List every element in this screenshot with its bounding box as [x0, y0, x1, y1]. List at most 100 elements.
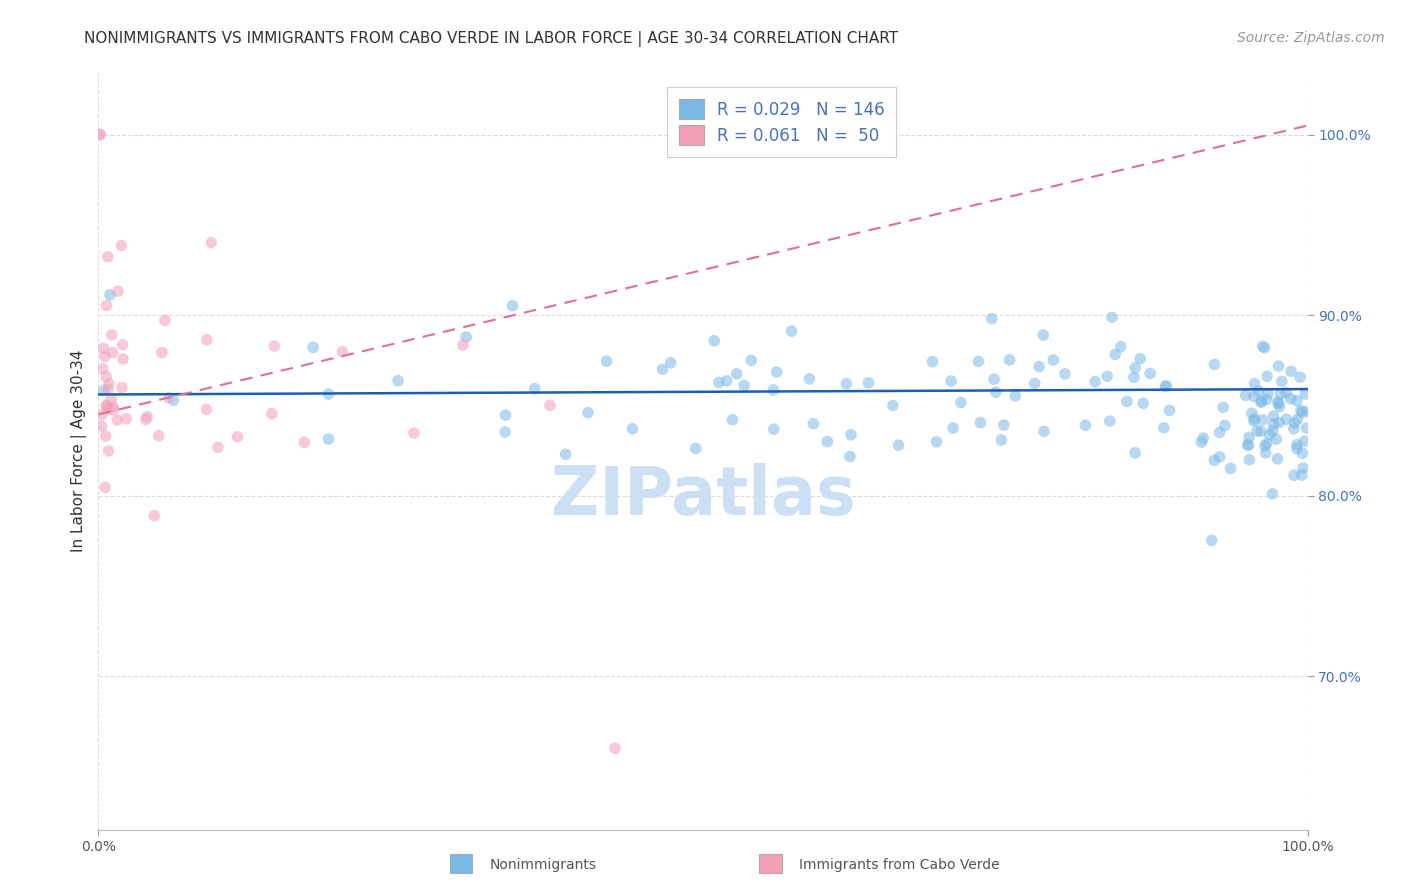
Point [1289, 370, 1312, 384]
Point [1129, 351, 1152, 366]
Text: Source: ZipAtlas.com: Source: ZipAtlas.com [1237, 31, 1385, 45]
Point [887, 438, 910, 452]
Point [1033, 425, 1056, 439]
Point [162, 393, 184, 408]
Text: NONIMMIGRANTS VS IMMIGRANTS FROM CABO VERDE IN LABOR FORCE | AGE 30-34 CORRELATI: NONIMMIGRANTS VS IMMIGRANTS FROM CABO VE… [84, 31, 898, 47]
Point [1286, 412, 1309, 426]
Point [990, 433, 1012, 447]
Point [1004, 389, 1026, 403]
Point [1123, 360, 1146, 375]
Point [1267, 396, 1289, 410]
Point [143, 508, 166, 523]
Point [111, 351, 134, 366]
Point [765, 365, 787, 379]
Point [858, 376, 880, 390]
Point [1251, 339, 1274, 353]
Point [554, 447, 576, 461]
Point [91, 408, 114, 422]
Point [1271, 375, 1294, 389]
Point [1154, 379, 1177, 393]
Y-axis label: In Labor Force | Age 30-34: In Labor Force | Age 30-34 [72, 349, 87, 552]
Point [1294, 387, 1316, 401]
Point [302, 340, 325, 354]
Point [1053, 367, 1076, 381]
Point [1104, 347, 1126, 361]
Point [1275, 385, 1298, 400]
Point [97, 382, 120, 396]
Point [260, 407, 283, 421]
Point [1219, 461, 1241, 475]
Point [103, 403, 125, 417]
Point [1250, 424, 1272, 438]
Point [603, 741, 626, 756]
Point [1084, 375, 1107, 389]
Point [1254, 446, 1277, 460]
Point [1254, 439, 1277, 453]
Point [1236, 438, 1258, 452]
Point [318, 387, 340, 401]
Point [1267, 395, 1289, 409]
Point [1285, 393, 1308, 408]
Point [707, 376, 730, 390]
Point [89, 128, 111, 142]
Point [1279, 392, 1302, 406]
Point [980, 311, 1002, 326]
Point [107, 284, 129, 298]
FancyBboxPatch shape [450, 854, 472, 873]
Point [292, 435, 315, 450]
Point [998, 352, 1021, 367]
Point [1191, 435, 1213, 450]
Point [111, 381, 134, 395]
Point [725, 367, 748, 381]
Text: ZIPatlas: ZIPatlas [551, 463, 855, 529]
Point [1261, 424, 1284, 438]
Point [839, 428, 862, 442]
Point [1024, 376, 1046, 391]
Point [387, 374, 409, 388]
Point [969, 416, 991, 430]
Point [1246, 424, 1268, 438]
Point [921, 354, 943, 368]
Point [1208, 425, 1230, 440]
Point [621, 422, 644, 436]
Point [1095, 369, 1118, 384]
Point [685, 442, 707, 456]
Point [1250, 395, 1272, 409]
Point [1115, 394, 1137, 409]
Point [651, 362, 673, 376]
Point [740, 353, 762, 368]
Point [1251, 413, 1274, 427]
Point [263, 339, 285, 353]
Point [1032, 328, 1054, 343]
Point [703, 334, 725, 348]
Point [1192, 431, 1215, 445]
Point [721, 413, 744, 427]
Point [1256, 369, 1278, 384]
Point [1256, 436, 1278, 450]
Point [523, 382, 546, 396]
Point [200, 235, 222, 250]
Point [1239, 452, 1261, 467]
Point [402, 426, 425, 441]
Point [456, 330, 478, 344]
FancyBboxPatch shape [759, 854, 782, 873]
Point [1028, 359, 1050, 374]
Point [1074, 418, 1097, 433]
Point [835, 376, 858, 391]
Point [838, 450, 860, 464]
Point [1291, 405, 1313, 419]
Point [1123, 446, 1146, 460]
Point [1267, 359, 1289, 373]
Point [1279, 364, 1302, 378]
Point [96, 399, 118, 413]
Point [1234, 388, 1257, 402]
Point [115, 411, 138, 425]
Point [101, 327, 124, 342]
Text: Immigrants from Cabo Verde: Immigrants from Cabo Verde [799, 858, 1000, 872]
Point [1139, 367, 1161, 381]
Point [1285, 442, 1308, 456]
Point [1042, 353, 1064, 368]
Point [89, 128, 111, 142]
Point [1240, 406, 1263, 420]
Legend: R = 0.029   N = 146, R = 0.061   N =  50: R = 0.029 N = 146, R = 0.061 N = 50 [666, 87, 896, 157]
